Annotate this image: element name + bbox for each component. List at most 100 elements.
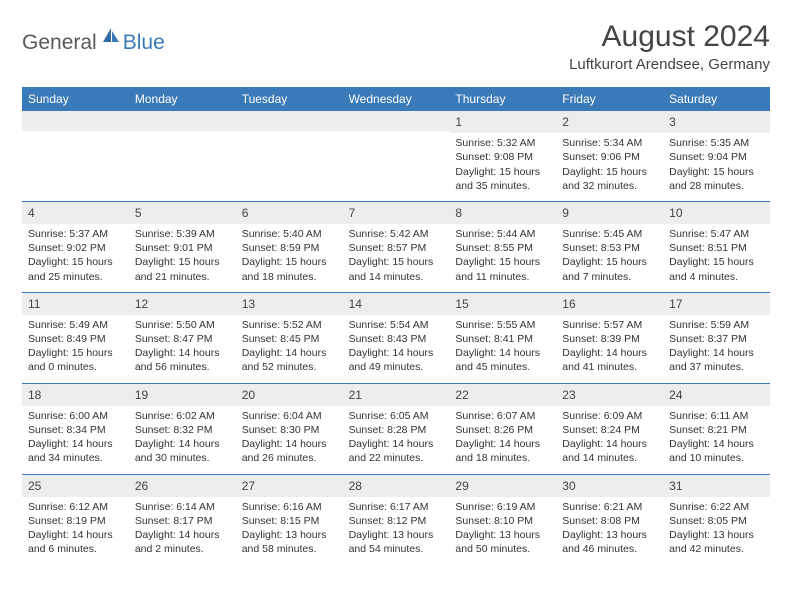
day-info-line: and 32 minutes. (562, 179, 657, 193)
day-info-line: Sunset: 8:10 PM (455, 514, 550, 528)
day-info-line: Daylight: 14 hours (349, 437, 444, 451)
day-info-line: and 22 minutes. (349, 451, 444, 465)
day-cell: 13Sunrise: 5:52 AMSunset: 8:45 PMDayligh… (236, 293, 343, 383)
day-info-line: Sunset: 8:49 PM (28, 332, 123, 346)
day-info-line: Sunrise: 5:35 AM (669, 136, 764, 150)
day-info-line: Sunrise: 5:49 AM (28, 318, 123, 332)
day-info-line: and 26 minutes. (242, 451, 337, 465)
day-info-line: and 30 minutes. (135, 451, 230, 465)
day-info-line: and 42 minutes. (669, 542, 764, 556)
day-info-line: Daylight: 15 hours (28, 255, 123, 269)
day-cell (22, 111, 129, 201)
day-info-line: and 18 minutes. (455, 451, 550, 465)
day-info-line: Sunset: 8:43 PM (349, 332, 444, 346)
day-info: Sunrise: 6:05 AMSunset: 8:28 PMDaylight:… (343, 406, 450, 466)
dayhead-sat: Saturday (663, 87, 770, 111)
day-cell: 11Sunrise: 5:49 AMSunset: 8:49 PMDayligh… (22, 293, 129, 383)
day-info-line: Sunrise: 5:45 AM (562, 227, 657, 241)
day-info: Sunrise: 6:22 AMSunset: 8:05 PMDaylight:… (663, 497, 770, 557)
day-info-line: and 37 minutes. (669, 360, 764, 374)
day-info-line: Sunset: 9:06 PM (562, 150, 657, 164)
day-info-line: Sunset: 8:47 PM (135, 332, 230, 346)
day-number: 11 (22, 293, 129, 315)
day-info-line: and 35 minutes. (455, 179, 550, 193)
day-info-line: Sunset: 8:39 PM (562, 332, 657, 346)
day-info-line: Sunrise: 6:09 AM (562, 409, 657, 423)
day-cell: 24Sunrise: 6:11 AMSunset: 8:21 PMDayligh… (663, 384, 770, 474)
day-info-line: Sunset: 8:15 PM (242, 514, 337, 528)
day-number: 10 (663, 202, 770, 224)
day-info: Sunrise: 5:47 AMSunset: 8:51 PMDaylight:… (663, 224, 770, 284)
week-row: 1Sunrise: 5:32 AMSunset: 9:08 PMDaylight… (22, 111, 770, 201)
day-info: Sunrise: 5:39 AMSunset: 9:01 PMDaylight:… (129, 224, 236, 284)
day-number: 28 (343, 475, 450, 497)
day-info-line: Sunset: 8:57 PM (349, 241, 444, 255)
week-row: 4Sunrise: 5:37 AMSunset: 9:02 PMDaylight… (22, 201, 770, 292)
day-info: Sunrise: 5:35 AMSunset: 9:04 PMDaylight:… (663, 133, 770, 193)
day-number: 27 (236, 475, 343, 497)
day-info: Sunrise: 6:00 AMSunset: 8:34 PMDaylight:… (22, 406, 129, 466)
day-info-line: Sunset: 8:21 PM (669, 423, 764, 437)
day-number: 9 (556, 202, 663, 224)
day-info: Sunrise: 5:59 AMSunset: 8:37 PMDaylight:… (663, 315, 770, 375)
day-info: Sunrise: 6:17 AMSunset: 8:12 PMDaylight:… (343, 497, 450, 557)
day-info-line: and 58 minutes. (242, 542, 337, 556)
day-number: 6 (236, 202, 343, 224)
day-info-line: Daylight: 13 hours (349, 528, 444, 542)
day-cell: 5Sunrise: 5:39 AMSunset: 9:01 PMDaylight… (129, 202, 236, 292)
logo-sail-icon (101, 26, 121, 49)
day-info-line: Daylight: 15 hours (562, 255, 657, 269)
day-number: 14 (343, 293, 450, 315)
day-number: 30 (556, 475, 663, 497)
day-cell (129, 111, 236, 201)
day-info-line: Sunrise: 6:16 AM (242, 500, 337, 514)
day-info: Sunrise: 5:55 AMSunset: 8:41 PMDaylight:… (449, 315, 556, 375)
day-number: 19 (129, 384, 236, 406)
day-info-line: Sunset: 9:04 PM (669, 150, 764, 164)
day-info: Sunrise: 6:12 AMSunset: 8:19 PMDaylight:… (22, 497, 129, 557)
day-number: 25 (22, 475, 129, 497)
day-info-line: Daylight: 14 hours (455, 346, 550, 360)
day-info-line: and 50 minutes. (455, 542, 550, 556)
day-info-line: Sunset: 8:24 PM (562, 423, 657, 437)
day-cell: 31Sunrise: 6:22 AMSunset: 8:05 PMDayligh… (663, 475, 770, 565)
day-info-line: Sunset: 9:01 PM (135, 241, 230, 255)
day-info-line: Sunrise: 5:42 AM (349, 227, 444, 241)
day-info-line: and 54 minutes. (349, 542, 444, 556)
day-info-line: Sunrise: 6:00 AM (28, 409, 123, 423)
day-info-line: and 14 minutes. (349, 270, 444, 284)
day-info (343, 131, 450, 187)
day-cell: 30Sunrise: 6:21 AMSunset: 8:08 PMDayligh… (556, 475, 663, 565)
day-info-line: Daylight: 14 hours (669, 346, 764, 360)
day-number (22, 111, 129, 131)
day-info-line: Sunrise: 6:05 AM (349, 409, 444, 423)
week-row: 18Sunrise: 6:00 AMSunset: 8:34 PMDayligh… (22, 383, 770, 474)
day-info-line: Sunrise: 6:19 AM (455, 500, 550, 514)
day-cell: 8Sunrise: 5:44 AMSunset: 8:55 PMDaylight… (449, 202, 556, 292)
day-cell: 25Sunrise: 6:12 AMSunset: 8:19 PMDayligh… (22, 475, 129, 565)
day-info: Sunrise: 6:21 AMSunset: 8:08 PMDaylight:… (556, 497, 663, 557)
day-info-line: Sunset: 8:34 PM (28, 423, 123, 437)
day-cell: 12Sunrise: 5:50 AMSunset: 8:47 PMDayligh… (129, 293, 236, 383)
day-info-line: Daylight: 15 hours (455, 165, 550, 179)
day-info: Sunrise: 6:14 AMSunset: 8:17 PMDaylight:… (129, 497, 236, 557)
day-number (129, 111, 236, 131)
title-block: August 2024 Luftkurort Arendsee, Germany (569, 20, 770, 73)
logo: General Blue (22, 20, 165, 59)
day-info: Sunrise: 5:57 AMSunset: 8:39 PMDaylight:… (556, 315, 663, 375)
day-info-line: Daylight: 14 hours (349, 346, 444, 360)
day-number: 17 (663, 293, 770, 315)
day-info-line: Sunset: 9:02 PM (28, 241, 123, 255)
day-info-line: Daylight: 14 hours (242, 437, 337, 451)
day-info-line: Sunset: 8:59 PM (242, 241, 337, 255)
day-info-line: and 21 minutes. (135, 270, 230, 284)
day-number: 12 (129, 293, 236, 315)
day-info-line: Sunset: 8:41 PM (455, 332, 550, 346)
day-number: 29 (449, 475, 556, 497)
day-info-line: and 0 minutes. (28, 360, 123, 374)
day-info-line: Daylight: 14 hours (242, 346, 337, 360)
day-cell: 17Sunrise: 5:59 AMSunset: 8:37 PMDayligh… (663, 293, 770, 383)
day-info-line: Daylight: 14 hours (669, 437, 764, 451)
day-cell: 20Sunrise: 6:04 AMSunset: 8:30 PMDayligh… (236, 384, 343, 474)
day-info-line: Daylight: 15 hours (135, 255, 230, 269)
